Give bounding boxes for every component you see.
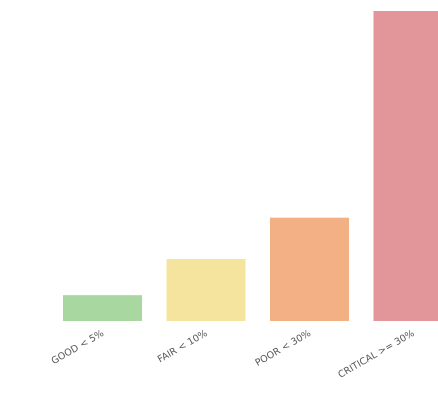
x-tick-label-2: FAIR < 10% [156, 328, 210, 365]
bar-1 [63, 295, 142, 321]
bars-group [63, 11, 438, 321]
tick-labels-group: GOOD < 5% FAIR < 10% POOR < 30% CRITICAL >=… [50, 328, 417, 381]
x-tick-label-1: GOOD < 5% [50, 328, 106, 367]
x-tick-label-4: CRITICAL >= 30% [336, 328, 416, 381]
bar-2 [166, 259, 246, 321]
bar-3 [270, 217, 349, 321]
x-tick-label-3: POOR < 30% [253, 328, 313, 369]
bar-4 [373, 11, 438, 321]
